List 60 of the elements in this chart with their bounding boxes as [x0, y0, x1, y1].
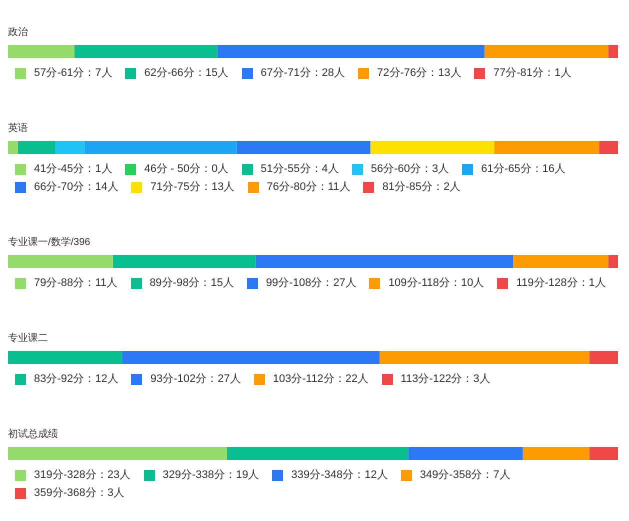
- legend-label: 359分-368分：3人: [34, 486, 124, 501]
- legend-label: 81分-85分：2人: [382, 180, 461, 195]
- legend-label: 93分-102分：27人: [150, 372, 241, 387]
- bar: [56, 141, 84, 154]
- bar: [513, 255, 608, 268]
- legend-label: 109分-118分：10人: [388, 276, 484, 291]
- legend-label: 62分-66分：15人: [144, 66, 229, 81]
- legend-label: 61分-65分：16人: [481, 162, 566, 177]
- legend-label: 83分-92分：12人: [34, 372, 118, 387]
- legend-label: 77分-81分：1人: [493, 66, 572, 81]
- bar: [484, 45, 608, 58]
- legend-label: 113分-122分：3人: [400, 372, 490, 387]
- bar: [226, 447, 408, 460]
- legend-label: 103分-112分：22人: [272, 372, 369, 387]
- bar: [236, 141, 370, 154]
- bar: [608, 255, 618, 268]
- bar: [84, 141, 237, 154]
- legend-label: 46分 - 50分：0人: [144, 162, 229, 177]
- bar: [112, 255, 256, 268]
- legend-label: 67分-71分：28人: [260, 66, 346, 81]
- legend-label: 79分-88分：11人: [34, 276, 118, 291]
- bar: [408, 447, 523, 460]
- bar: [589, 351, 618, 364]
- chart-title: 英语: [7, 122, 29, 136]
- legend-label: 89分-98分：15人: [150, 276, 234, 291]
- bar: [599, 141, 618, 154]
- legend-label: 51分-55分：4人: [260, 162, 339, 177]
- bar: [8, 255, 113, 268]
- chart-title: 政治: [7, 26, 29, 40]
- bar: [522, 447, 590, 460]
- bar: [8, 141, 18, 154]
- bar: [8, 351, 122, 364]
- bar: [8, 45, 74, 58]
- legend-label: 319分-328分：23人: [34, 468, 131, 483]
- chart-title: 专业课一/数学/396: [7, 236, 92, 250]
- bar: [122, 351, 380, 364]
- bar: [379, 351, 590, 364]
- bar: [370, 141, 494, 154]
- bar: [217, 45, 484, 58]
- bar: [18, 141, 56, 154]
- legend-label: 349分-358分：7人: [420, 468, 510, 483]
- legend-label: 56分-60分：3人: [370, 162, 450, 177]
- legend-label: 76分-80分：11人: [266, 180, 350, 195]
- chart-title: 专业课二: [7, 332, 49, 346]
- legend-label: 119分-128分：1人: [516, 276, 606, 291]
- legend-label: 71分-75分：13人: [150, 180, 235, 195]
- legend-label: 339分-348分：12人: [291, 468, 388, 483]
- chart-title: 初试总成绩: [7, 428, 59, 442]
- bar: [8, 447, 227, 460]
- bar: [494, 141, 600, 154]
- bar: [589, 447, 618, 460]
- bar: [256, 255, 514, 268]
- legend-label: 72分-76分：13人: [377, 66, 462, 81]
- legend-label: 66分-70分：14人: [34, 180, 118, 195]
- legend-label: 99分-108分：27人: [266, 276, 356, 291]
- legend-label: 57分-61分：7人: [34, 66, 112, 81]
- legend-label: 41分-45分：1人: [34, 162, 112, 177]
- bar: [74, 45, 218, 58]
- bar: [608, 45, 618, 58]
- legend-label: 329分-338分：19人: [162, 468, 260, 483]
